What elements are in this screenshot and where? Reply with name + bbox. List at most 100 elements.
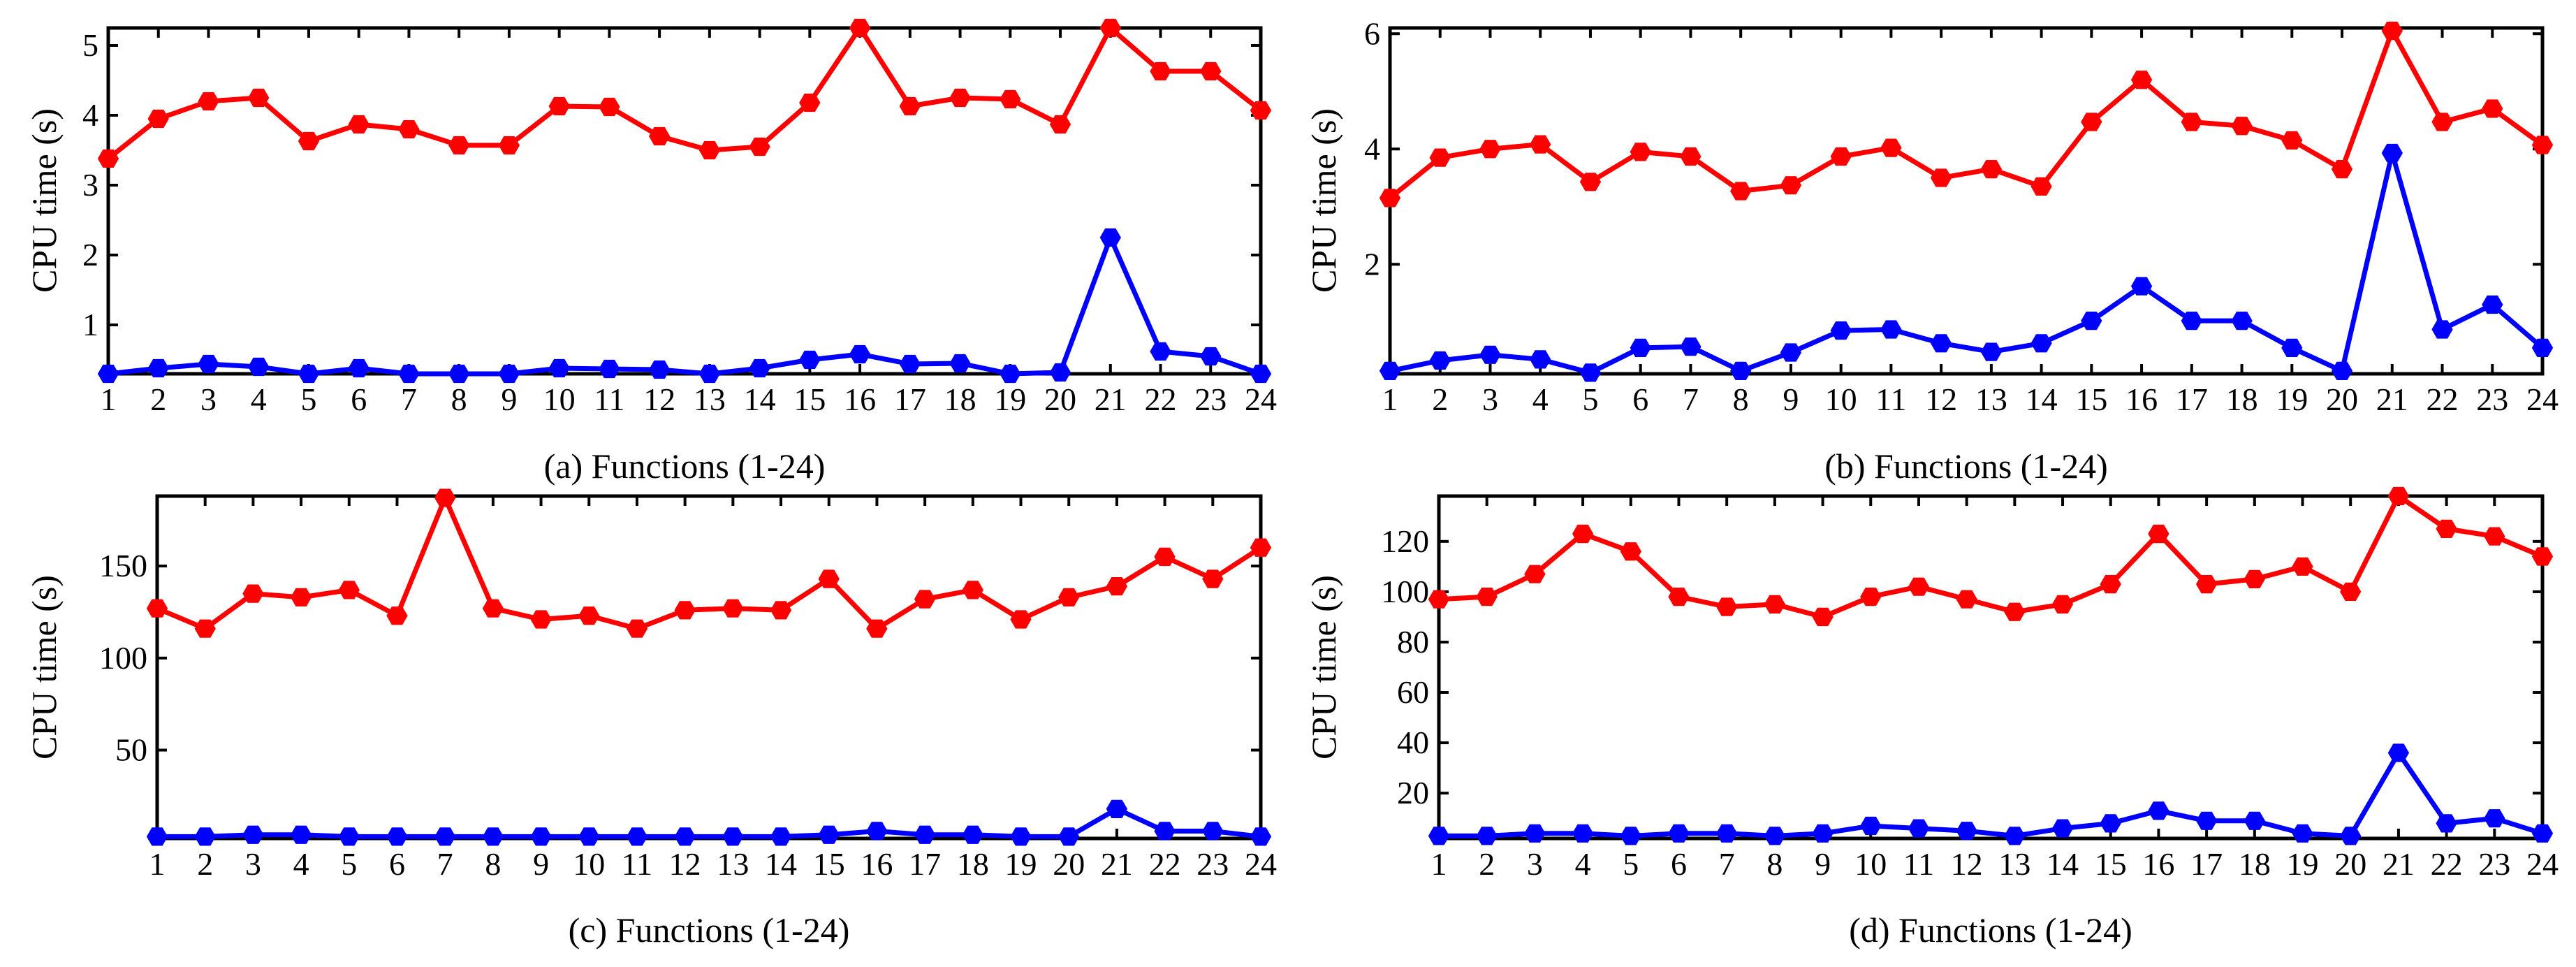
y-axis-title-a: CPU time (s) [24, 108, 64, 293]
point-b-blue-17 [2181, 312, 2202, 330]
y-tick-label-d-60: 60 [1397, 674, 1429, 710]
x-tick-label-d-13: 13 [1998, 846, 2030, 882]
point-c-blue-16 [866, 822, 888, 841]
point-b-red-6 [1630, 143, 1651, 161]
series-lines-a [106, 25, 1263, 377]
tick-labels-a: 1 2 3 4 5 6 7 8 9 10 11 12 13 14 15 16 17 18 19 20 21 22 23 241… [82, 27, 1277, 417]
x-tick-label-d-8: 8 [1766, 846, 1783, 882]
point-c-red-20 [1058, 588, 1080, 606]
point-d-red-9 [1812, 607, 1834, 627]
point-b-red-3 [1479, 140, 1501, 159]
point-b-blue-9 [1780, 343, 1802, 362]
point-d-red-14 [2051, 595, 2074, 614]
x-tick-label-d-5: 5 [1623, 846, 1639, 882]
point-b-red-21 [2381, 22, 2403, 41]
x-tick-label-a-11: 11 [594, 381, 624, 417]
x-tick-label-b-8: 8 [1733, 381, 1749, 417]
series-lines-b [1388, 28, 2545, 375]
point-a-blue-19 [1000, 364, 1021, 384]
point-c-blue-21 [1106, 799, 1128, 818]
point-d-red-10 [1860, 588, 1882, 606]
x-tick-label-c-6: 6 [389, 846, 405, 882]
point-a-red-23 [1200, 61, 1222, 81]
point-d-blue-4 [1572, 824, 1594, 843]
x-tick-label-a-6: 6 [351, 381, 367, 417]
point-b-red-5 [1579, 173, 1602, 191]
y-tick-label-a-3: 3 [82, 167, 98, 203]
plot-frame-d [1437, 494, 2545, 841]
point-c-red-21 [1106, 577, 1128, 596]
point-d-blue-13 [2004, 827, 2026, 845]
point-d-blue-2 [1476, 827, 1498, 845]
series-markers-c [146, 488, 1272, 846]
x-tick-label-d-4: 4 [1575, 846, 1591, 882]
point-b-blue-16 [2130, 277, 2153, 296]
point-d-red-16 [2148, 524, 2169, 544]
point-d-red-11 [1908, 577, 1930, 596]
point-d-blue-15 [2100, 814, 2121, 833]
point-d-red-13 [2004, 602, 2026, 621]
x-tick-label-a-21: 21 [1095, 381, 1127, 417]
series-line-b-blue [1389, 150, 2545, 375]
x-tick-label-d-16: 16 [2142, 846, 2174, 882]
caption-a: (a) Functions (1-24) [544, 446, 826, 486]
point-b-red-10 [1830, 147, 1852, 166]
x-tick-label-a-9: 9 [501, 381, 517, 417]
point-b-red-2 [1429, 148, 1451, 167]
point-b-blue-19 [2281, 338, 2303, 357]
x-tick-label-b-20: 20 [2326, 381, 2358, 417]
point-a-blue-4 [248, 357, 270, 377]
point-b-blue-24 [2531, 338, 2554, 357]
series-markers-a [97, 18, 1272, 384]
point-a-red-12 [648, 126, 671, 146]
x-tick-label-c-16: 16 [861, 846, 893, 882]
x-tick-label-d-14: 14 [2047, 846, 2079, 882]
panel-c: 1 2 3 4 5 6 7 8 9 10 11 12 13 14 15 16 17 18 19 20 21 22 23 245… [24, 488, 1277, 950]
series-line-d-blue [1439, 750, 2544, 838]
x-tick-label-a-24: 24 [1245, 381, 1277, 417]
point-b-red-16 [2130, 71, 2153, 89]
point-b-blue-2 [1429, 351, 1451, 370]
point-b-red-12 [1930, 168, 1952, 187]
point-d-blue-22 [2436, 814, 2457, 833]
point-c-red-3 [242, 584, 264, 603]
point-d-red-7 [1716, 597, 1738, 616]
x-tick-label-b-22: 22 [2427, 381, 2459, 417]
x-tick-label-b-14: 14 [2026, 381, 2058, 417]
point-b-red-14 [2030, 177, 2052, 196]
point-d-red-24 [2531, 547, 2554, 566]
point-a-red-4 [248, 88, 270, 108]
point-d-red-17 [2195, 575, 2218, 594]
point-a-blue-21 [1099, 228, 1121, 247]
point-d-red-23 [2484, 527, 2505, 546]
point-c-red-14 [770, 601, 792, 620]
point-b-blue-13 [1980, 342, 2003, 361]
point-c-blue-8 [482, 827, 504, 846]
point-a-red-19 [1000, 89, 1021, 109]
x-tick-label-a-17: 17 [894, 381, 926, 417]
point-a-blue-20 [1049, 363, 1071, 382]
tick-labels-c: 1 2 3 4 5 6 7 8 9 10 11 12 13 14 15 16 17 18 19 20 21 22 23 245… [99, 548, 1277, 882]
point-d-blue-21 [2387, 743, 2410, 762]
point-b-blue-11 [1880, 320, 1902, 339]
point-d-blue-8 [1764, 827, 1786, 845]
x-tick-label-a-2: 2 [150, 381, 166, 417]
x-tick-label-c-14: 14 [765, 846, 797, 882]
series-line-a-red [106, 25, 1263, 161]
x-tick-label-d-21: 21 [2383, 846, 2415, 882]
x-tick-label-b-9: 9 [1783, 381, 1799, 417]
point-b-red-1 [1379, 189, 1401, 208]
x-tick-label-d-23: 23 [2478, 846, 2510, 882]
point-c-red-2 [194, 619, 216, 638]
x-tick-label-c-1: 1 [149, 846, 166, 882]
point-d-red-20 [2340, 582, 2362, 601]
axis-ticks-a [107, 28, 1262, 374]
point-d-blue-16 [2148, 801, 2169, 820]
point-a-blue-7 [398, 364, 420, 384]
point-d-blue-19 [2292, 824, 2313, 843]
x-tick-label-d-12: 12 [1951, 846, 1983, 882]
x-tick-label-a-16: 16 [844, 381, 876, 417]
x-tick-label-d-6: 6 [1671, 846, 1687, 882]
point-d-blue-6 [1668, 824, 1690, 843]
point-d-blue-11 [1908, 819, 1930, 838]
